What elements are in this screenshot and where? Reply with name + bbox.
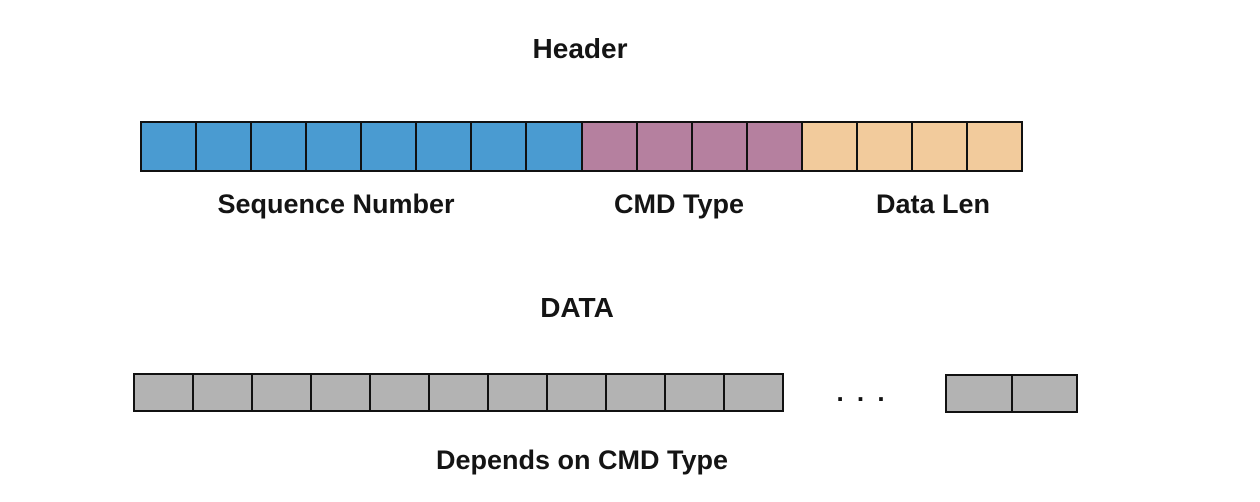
header-byte-bar (140, 121, 1023, 172)
byte-cell (527, 123, 583, 170)
data-caption: Depends on CMD Type (435, 445, 729, 475)
field-label-cmd-type: CMD Type (613, 189, 744, 219)
byte-cell (947, 376, 1013, 411)
byte-cell (135, 375, 194, 410)
byte-cell (802, 123, 858, 170)
byte-cell (472, 123, 528, 170)
byte-cell (371, 375, 430, 410)
data-section-title: DATA (540, 292, 614, 323)
byte-cell (362, 123, 418, 170)
byte-cell (548, 375, 607, 410)
byte-cell (142, 123, 198, 170)
byte-cell (666, 375, 725, 410)
field-label-sequence-number: Sequence Number (217, 189, 455, 219)
byte-cell (725, 375, 782, 410)
byte-cell (747, 123, 803, 170)
byte-cell (582, 123, 638, 170)
byte-cell (430, 375, 489, 410)
byte-cell (607, 375, 666, 410)
byte-cell (489, 375, 548, 410)
byte-cell (312, 375, 371, 410)
byte-cell (252, 123, 308, 170)
data-byte-bar-trailing (945, 374, 1078, 413)
byte-cell (912, 123, 968, 170)
byte-cell (194, 375, 253, 410)
byte-cell (692, 123, 748, 170)
byte-cell (1012, 376, 1076, 411)
header-section-title: Header (532, 33, 628, 64)
ellipsis-continuation-dots: . . . (836, 377, 888, 407)
byte-cell (307, 123, 363, 170)
byte-cell (253, 375, 312, 410)
data-byte-bar-leading (133, 373, 784, 412)
byte-cell (197, 123, 253, 170)
field-label-data-len: Data Len (875, 189, 991, 219)
byte-cell (967, 123, 1021, 170)
byte-cell (637, 123, 693, 170)
byte-cell (417, 123, 473, 170)
byte-cell (857, 123, 913, 170)
